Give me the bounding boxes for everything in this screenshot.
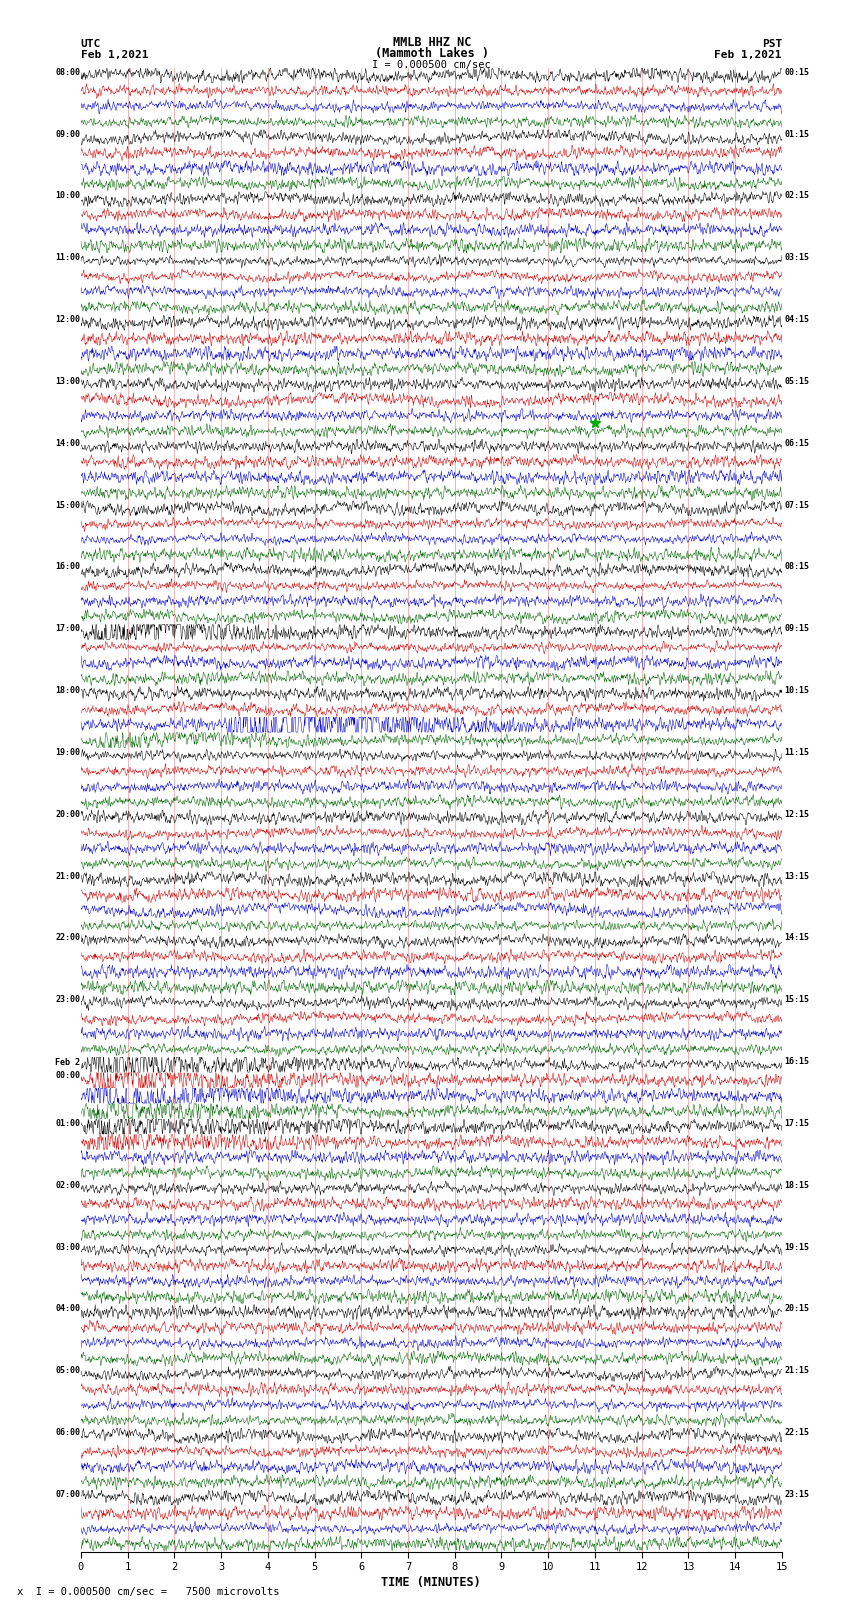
Text: 14:15: 14:15: [785, 934, 809, 942]
Text: 10:15: 10:15: [785, 686, 809, 695]
Text: 18:00: 18:00: [55, 686, 80, 695]
Text: 02:15: 02:15: [785, 192, 809, 200]
Text: 13:15: 13:15: [785, 871, 809, 881]
Text: 18:15: 18:15: [785, 1181, 809, 1190]
Text: I = 0.000500 cm/sec: I = 0.000500 cm/sec: [372, 60, 491, 71]
Text: 08:00: 08:00: [55, 68, 80, 77]
Text: 14:00: 14:00: [55, 439, 80, 448]
Text: 19:15: 19:15: [785, 1242, 809, 1252]
Text: 01:00: 01:00: [55, 1119, 80, 1127]
Text: 11:00: 11:00: [55, 253, 80, 263]
Text: UTC: UTC: [81, 39, 101, 50]
Text: 06:00: 06:00: [55, 1428, 80, 1437]
Text: 17:00: 17:00: [55, 624, 80, 634]
Text: 09:00: 09:00: [55, 129, 80, 139]
Text: 04:00: 04:00: [55, 1305, 80, 1313]
Text: 09:15: 09:15: [785, 624, 809, 634]
Text: 15:15: 15:15: [785, 995, 809, 1005]
Text: 12:15: 12:15: [785, 810, 809, 819]
Text: 20:00: 20:00: [55, 810, 80, 819]
Text: 07:00: 07:00: [55, 1490, 80, 1498]
Text: 23:00: 23:00: [55, 995, 80, 1005]
Text: 16:00: 16:00: [55, 563, 80, 571]
Text: 20:15: 20:15: [785, 1305, 809, 1313]
Text: (Mammoth Lakes ): (Mammoth Lakes ): [375, 47, 489, 60]
Text: 01:15: 01:15: [785, 129, 809, 139]
Text: 11:15: 11:15: [785, 748, 809, 756]
Text: 12:00: 12:00: [55, 315, 80, 324]
Text: 21:00: 21:00: [55, 871, 80, 881]
Text: x  I = 0.000500 cm/sec =   7500 microvolts: x I = 0.000500 cm/sec = 7500 microvolts: [17, 1587, 280, 1597]
Text: 04:15: 04:15: [785, 315, 809, 324]
Text: PST: PST: [762, 39, 782, 50]
X-axis label: TIME (MINUTES): TIME (MINUTES): [382, 1576, 481, 1589]
Text: 16:15: 16:15: [785, 1057, 809, 1066]
Text: Feb 1,2021: Feb 1,2021: [715, 50, 782, 60]
Text: 07:15: 07:15: [785, 500, 809, 510]
Text: Feb 2: Feb 2: [55, 1058, 80, 1066]
Text: 23:15: 23:15: [785, 1490, 809, 1498]
Text: 06:15: 06:15: [785, 439, 809, 448]
Text: 15:00: 15:00: [55, 500, 80, 510]
Text: Feb 1,2021: Feb 1,2021: [81, 50, 148, 60]
Text: 22:15: 22:15: [785, 1428, 809, 1437]
Text: 03:00: 03:00: [55, 1242, 80, 1252]
Text: 03:15: 03:15: [785, 253, 809, 263]
Text: 21:15: 21:15: [785, 1366, 809, 1376]
Text: 05:15: 05:15: [785, 377, 809, 386]
Text: 19:00: 19:00: [55, 748, 80, 756]
Text: 05:00: 05:00: [55, 1366, 80, 1376]
Text: 08:15: 08:15: [785, 563, 809, 571]
Text: 00:15: 00:15: [785, 68, 809, 77]
Text: 10:00: 10:00: [55, 192, 80, 200]
Text: 22:00: 22:00: [55, 934, 80, 942]
Text: 02:00: 02:00: [55, 1181, 80, 1190]
Text: 00:00: 00:00: [55, 1071, 80, 1081]
Text: 17:15: 17:15: [785, 1119, 809, 1127]
Text: 13:00: 13:00: [55, 377, 80, 386]
Text: MMLB HHZ NC: MMLB HHZ NC: [393, 35, 471, 50]
